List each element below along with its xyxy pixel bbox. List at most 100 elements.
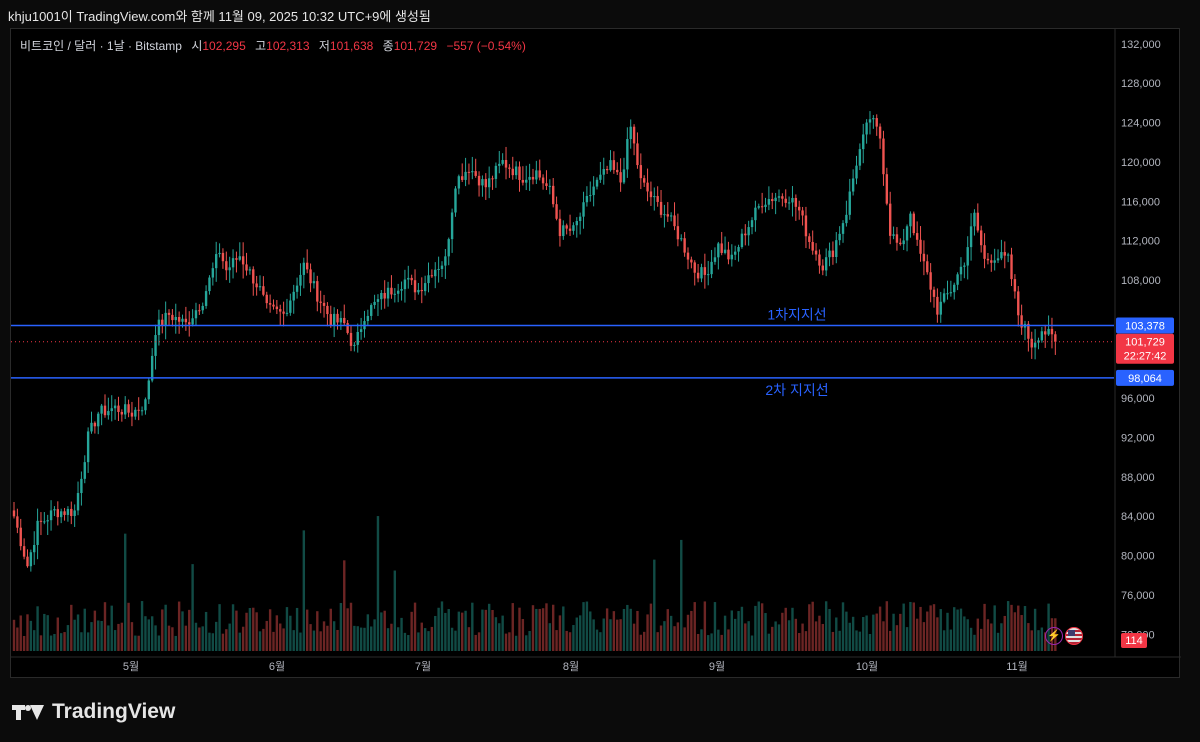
candle [289, 293, 292, 316]
candle [150, 348, 154, 383]
candle-body [646, 182, 649, 192]
candle [754, 200, 757, 232]
volume-bar [663, 621, 666, 651]
candle-body [235, 258, 238, 260]
low-key: 저 [318, 39, 330, 53]
candle [454, 186, 457, 217]
candle [737, 244, 740, 262]
candle-body [1033, 342, 1037, 348]
volume-bar [865, 615, 868, 651]
candle-body [919, 239, 922, 254]
symbol-label[interactable]: 비트코인 / 달러 · 1날 · Bitstamp [20, 39, 182, 53]
volume-bar [683, 627, 686, 651]
candle [336, 309, 339, 330]
candle-body [167, 312, 171, 315]
candle [528, 163, 531, 191]
candle-body [642, 178, 646, 183]
candle-body [663, 214, 666, 216]
candle-body [161, 319, 164, 326]
candle [673, 202, 676, 231]
volume-bar [942, 630, 946, 651]
candle-body [86, 431, 90, 463]
volume-bar [690, 610, 693, 651]
candle-body [359, 329, 363, 332]
lightning-icon[interactable]: ⚡ [1045, 627, 1063, 645]
candle [990, 254, 993, 272]
candle [43, 512, 46, 525]
candle [653, 187, 656, 211]
volume-bar [878, 606, 882, 651]
candle-body [882, 138, 885, 175]
candle-body [818, 254, 821, 266]
volume-bar [781, 612, 784, 651]
candle-body [295, 285, 299, 292]
candle-body [1020, 315, 1023, 328]
candle [103, 394, 107, 418]
candle-body [440, 265, 444, 269]
volume-bar [241, 626, 245, 651]
candle [545, 170, 548, 190]
candle [157, 309, 161, 346]
candle [218, 243, 221, 258]
candle-body [996, 258, 1000, 261]
candle-body [49, 510, 53, 521]
support-price-tag [1116, 369, 1174, 386]
last-price-label: 101,729 [1125, 337, 1165, 349]
candle-body [835, 240, 838, 257]
volume-bar [299, 632, 302, 651]
candle [808, 233, 811, 249]
volume-bar [491, 610, 494, 651]
candle [700, 263, 703, 283]
candle [787, 196, 791, 210]
candle-body [845, 214, 848, 224]
candle [221, 248, 225, 269]
candle [572, 222, 575, 235]
candle [562, 220, 565, 240]
candle-body [279, 309, 282, 312]
candle [332, 307, 336, 338]
candle-body [649, 191, 653, 198]
candle-body [525, 179, 528, 183]
volume-bar [528, 630, 531, 651]
candle-body [990, 260, 993, 263]
volume-bar [447, 609, 450, 651]
volume-bar [723, 615, 727, 651]
candle [1037, 337, 1040, 350]
candle [316, 275, 319, 312]
price-tick-label: 124,000 [1121, 118, 1161, 130]
volume-bar [231, 604, 235, 651]
candle-body [447, 239, 450, 257]
candle-body [696, 272, 700, 279]
candle [457, 174, 461, 195]
volume-bar [599, 632, 602, 651]
candle-body [774, 197, 777, 202]
candle [835, 232, 838, 264]
candle-body [666, 214, 669, 217]
volume-bar [949, 629, 953, 651]
tradingview-logo[interactable]: TradingView [12, 700, 175, 724]
candle-body [130, 412, 134, 417]
volume-bar [366, 614, 370, 651]
candle [632, 124, 636, 156]
candle [450, 208, 454, 253]
candle [936, 288, 939, 323]
us-flag-icon[interactable] [1065, 627, 1083, 645]
volume-bar [417, 632, 420, 651]
candle-body [93, 422, 97, 427]
candle [703, 253, 707, 289]
candle-body [174, 316, 177, 321]
candle-body [979, 230, 983, 246]
candle [309, 263, 312, 293]
candle-body [487, 178, 491, 188]
candle-body [973, 212, 976, 227]
candle [76, 481, 80, 516]
candle [134, 407, 137, 420]
candle-body [289, 300, 292, 313]
volume-bar [696, 633, 700, 651]
volume-bar [56, 617, 60, 651]
candle-body [548, 185, 552, 187]
month-tick-label: 8월 [563, 660, 579, 673]
volume-bar [316, 611, 319, 651]
